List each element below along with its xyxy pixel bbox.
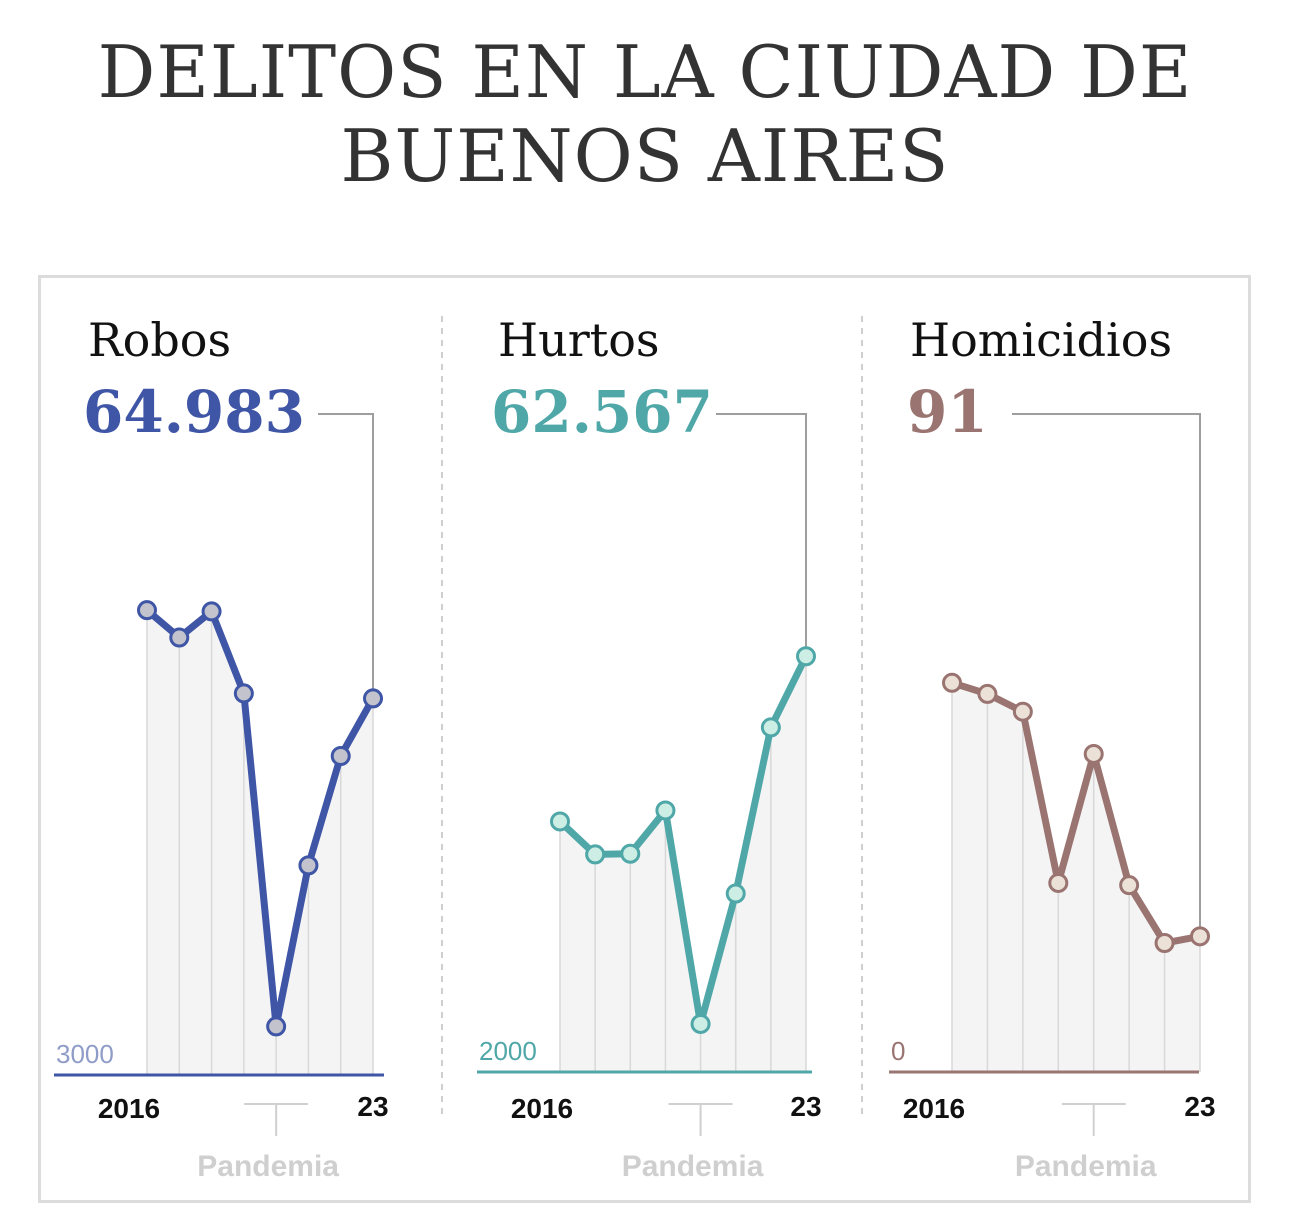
- data-point: [266, 1016, 287, 1037]
- area-fill: [560, 656, 806, 1072]
- x-tick-label: 2016: [511, 1093, 573, 1124]
- data-point: [550, 811, 570, 832]
- data-point: [977, 683, 998, 704]
- title-line-2: BUENOS AIRES: [340, 114, 950, 198]
- area-fill: [147, 610, 373, 1075]
- x-tick-label: 23: [357, 1091, 388, 1122]
- value-leader-line: [716, 413, 807, 657]
- data-point: [796, 646, 816, 667]
- data-point: [137, 600, 157, 621]
- data-point: [760, 717, 781, 738]
- panel-title: Hurtos: [498, 313, 660, 367]
- x-tick-label: 2016: [98, 1093, 160, 1124]
- annotation-label: Pandemia: [1015, 1150, 1157, 1183]
- highlight-value: 64.983: [83, 378, 305, 446]
- data-point: [330, 746, 351, 767]
- data-point: [1083, 743, 1104, 764]
- data-point: [690, 1013, 711, 1034]
- panel-homicidios: 0 Homicidios 91 2016 23 Pandemia: [889, 313, 1216, 1183]
- data-point: [1119, 875, 1140, 896]
- data-point: [1154, 933, 1175, 954]
- x-tick-label: 23: [790, 1091, 821, 1122]
- panel-title: Robos: [88, 313, 231, 367]
- highlight-value: 62.567: [491, 378, 713, 446]
- data-point: [1048, 872, 1069, 893]
- data-point: [169, 627, 190, 648]
- data-point: [655, 800, 676, 821]
- panel-title: Homicidios: [910, 313, 1172, 367]
- page-title: DELITOS EN LA CIUDAD DE BUENOS AIRES: [0, 30, 1290, 198]
- baseline-label: 2000: [479, 1036, 537, 1066]
- baseline-label: 0: [891, 1036, 905, 1066]
- annotation-label: Pandemia: [622, 1150, 764, 1183]
- panel-hurtos: 2000 Hurtos 62.567 2016 23 Pandemia: [477, 313, 822, 1183]
- data-point: [620, 843, 641, 864]
- baseline-label: 3000: [56, 1039, 114, 1069]
- panel-robos: 3000 Robos 64.983 2016 23 Pandemia: [54, 313, 389, 1183]
- title-line-1: DELITOS EN LA CIUDAD DE: [97, 30, 1193, 114]
- data-point: [942, 672, 962, 693]
- highlight-value: 91: [907, 378, 988, 446]
- annotation-label: Pandemia: [197, 1150, 339, 1183]
- data-point: [585, 844, 606, 865]
- area-fill: [952, 682, 1200, 1072]
- data-point: [363, 688, 383, 709]
- x-tick-label: 2016: [903, 1093, 965, 1124]
- data-point: [725, 883, 746, 904]
- data-point: [298, 855, 319, 876]
- x-tick-label: 23: [1184, 1091, 1215, 1122]
- data-point: [233, 683, 254, 704]
- charts-frame: [38, 275, 1251, 1203]
- data-point: [201, 601, 222, 622]
- data-point: [1012, 701, 1033, 722]
- data-point: [1190, 926, 1210, 947]
- value-leader-line: [1012, 413, 1201, 937]
- value-leader-line: [318, 413, 374, 699]
